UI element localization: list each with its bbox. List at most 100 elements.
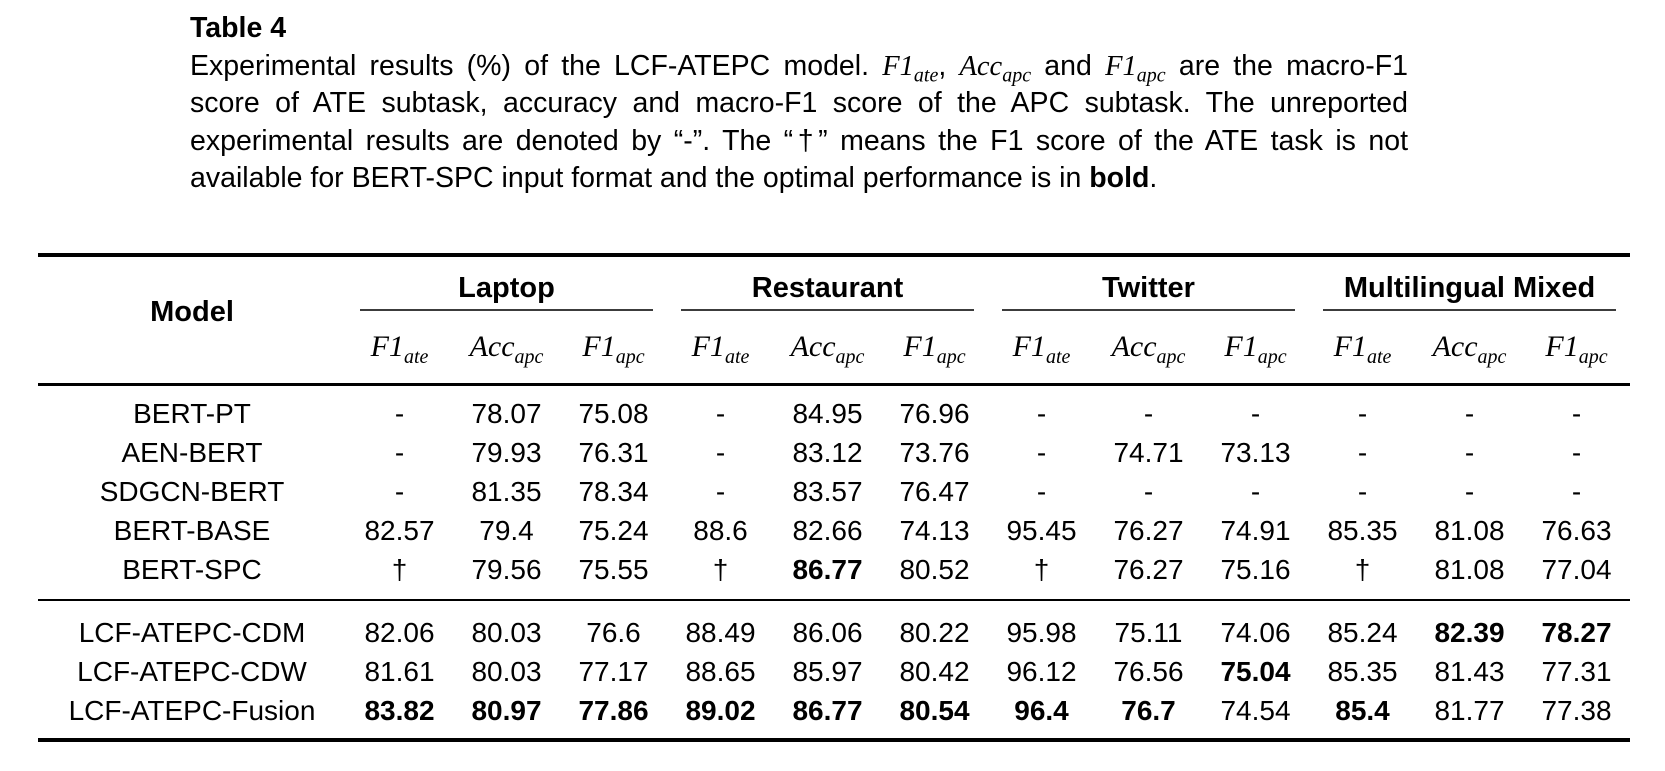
result-cell: 77.38 [1541,694,1612,726]
table-row: AEN-BERT - 79.93 76.31 - 83.12 73.76 - 74.71 73.1… [38,433,1630,472]
metric-subscript: apc [615,346,645,368]
metric-subscript: apc [1578,346,1608,368]
metric-subscript: apc [514,346,544,368]
table-row: BERT-BASE 82.57 79.4 75.24 88.6 82.66 74.13 95.… [38,511,1630,550]
result-cell: 76.47 [899,475,970,507]
result-cell: 95.45 [1006,514,1077,546]
table-row: BERT-SPC † 79.56 75.55 † 86.77 80.52 † 76.27 75.1… [38,550,1630,601]
metric-subscript: ate [403,346,429,368]
caption-segment-plain: . [1149,162,1158,194]
group-header: Laptop [346,255,667,311]
result-cell: 74.13 [899,514,970,546]
result-cell: - [1464,436,1475,468]
result-cell: 75.24 [578,514,649,546]
result-cell: 76.27 [1113,514,1184,546]
result-cell: - [394,436,405,468]
result-cell: 82.66 [792,514,863,546]
table-caption-label: Table 4 [190,12,287,44]
result-cell: - [394,475,405,507]
caption-segment-plain: Experimental results (%) of the LCF-ATEP… [190,49,883,82]
result-cell: 76.56 [1113,655,1184,687]
table-row: LCF-ATEPC-Fusion 83.82 80.97 77.86 89.02 86.7… [38,691,1630,740]
result-cell: 74.54 [1220,694,1291,726]
metric-base: F1 [1012,330,1046,363]
metric-base: F1 [903,330,937,363]
caption-segment-math: Acc [959,50,1003,82]
result-cell: - [394,397,405,429]
result-cell: 78.34 [578,475,649,507]
metric-header: F1ate [667,311,774,386]
result-cell: - [715,475,726,507]
table-caption: Table 4 Experimental results (%) of the … [190,10,1408,198]
result-cell: - [1464,397,1475,429]
result-cell: 76.6 [586,616,641,648]
metric-header: Accapc [453,311,560,386]
result-cell: 76.31 [578,436,649,468]
metric-header: F1apc [560,311,667,386]
caption-segment-math: F1 [1105,50,1137,82]
table-row: LCF-ATEPC-CDW 81.61 80.03 77.17 88.65 85.97 80… [38,652,1630,691]
group-header-label: Laptop [458,271,555,304]
result-cell: † [346,550,453,601]
result-cell: 77.86 [578,694,649,726]
metric-subscript: apc [835,346,865,368]
table-row: SDGCN-BERT - 81.35 78.34 - 83.57 76.47 - - - - - - [38,472,1630,511]
caption-segment-plain: are the macro-F1 score of ATE subtask, a… [190,49,1409,195]
result-cell: 77.17 [578,655,649,687]
group-header: Restaurant [667,255,988,311]
result-cell: - [1571,397,1582,429]
result-cell: 81.08 [1434,514,1505,546]
result-cell: - [1036,475,1047,507]
result-cell: † [667,550,774,601]
result-cell: 82.39 [1434,616,1505,648]
result-cell: 95.98 [1006,616,1077,648]
metric-header: F1ate [988,311,1095,386]
table-caption-text: Experimental results (%) of the LCF-ATEP… [190,48,1408,198]
table-row: LCF-ATEPC-CDM 82.06 80.03 76.6 88.49 86.06 80.… [38,600,1630,652]
group-header: Twitter [988,255,1309,311]
model-name: LCF-ATEPC-CDM [78,616,306,648]
caption-segment-mathsub: apc [1136,64,1166,87]
result-cell: † [988,550,1095,601]
result-cell: 75.55 [560,550,667,601]
results-table: Model Laptop Restaurant Twitter Multilingual… [38,253,1630,742]
result-cell: 81.08 [1416,550,1523,601]
result-cell: 81.61 [364,655,435,687]
metric-base: F1 [691,330,725,363]
result-cell: 74.06 [1220,616,1291,648]
result-cell: - [1571,475,1582,507]
result-cell: 74.71 [1113,436,1184,468]
result-cell: 80.03 [471,655,542,687]
result-cell: 75.16 [1202,550,1309,601]
caption-segment-plain: , [938,49,960,82]
result-cell: 81.35 [471,475,542,507]
group-underline [681,309,974,311]
result-cell: - [1250,397,1261,429]
result-cell: 88.49 [685,616,756,648]
result-cell: 80.22 [899,616,970,648]
result-cell: - [1143,475,1154,507]
result-cell: 85.24 [1327,616,1398,648]
result-cell: 79.4 [479,514,534,546]
table-row: BERT-PT - 78.07 75.08 - 84.95 76.96 - - - - - - [38,385,1630,434]
result-cell: - [1357,397,1368,429]
result-cell: 77.31 [1541,655,1612,687]
result-cell: 82.06 [364,616,435,648]
result-cell: 79.93 [471,436,542,468]
result-cell: † [1309,550,1416,601]
result-cell: - [1464,475,1475,507]
result-cell: 96.12 [1006,655,1077,687]
result-cell: 78.27 [1541,616,1612,648]
result-cell: 75.04 [1220,655,1291,687]
result-cell: 73.13 [1220,436,1291,468]
caption-segment-mathsub: ate [913,64,939,87]
metric-header: F1ate [346,311,453,386]
result-cell: 76.96 [899,397,970,429]
metric-subscript: ate [724,346,750,368]
result-cell: 77.04 [1523,550,1630,601]
metric-base: F1 [1224,330,1258,363]
result-cell: - [1036,436,1047,468]
metric-header: F1apc [881,311,988,386]
group-header: Multilingual Mixed [1309,255,1630,311]
metric-base: Acc [1432,330,1478,363]
